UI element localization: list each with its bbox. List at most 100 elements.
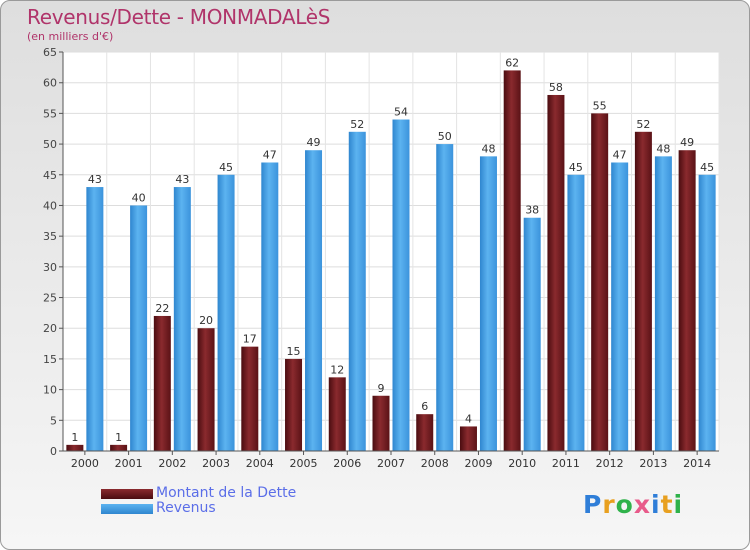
xtick-label: 2007 xyxy=(377,457,405,470)
bar-debt xyxy=(153,315,171,451)
data-label-revenus: 45 xyxy=(700,161,714,174)
legend-swatch-revenus xyxy=(101,503,153,514)
ytick-label: 5 xyxy=(50,414,57,427)
bar-revenus xyxy=(698,174,716,451)
bar-debt xyxy=(634,131,652,452)
bar-revenus xyxy=(436,144,454,452)
chart-subtitle: (en milliers d'€) xyxy=(27,30,114,43)
ytick-label: 65 xyxy=(43,46,57,59)
data-label-revenus: 38 xyxy=(525,204,539,217)
data-label-revenus: 43 xyxy=(175,173,189,186)
xtick-label: 2004 xyxy=(246,457,274,470)
bar-debt xyxy=(678,150,696,451)
legend-label-debt: Montant de la Dette xyxy=(156,485,297,501)
bar-debt xyxy=(66,444,84,451)
xtick-label: 2006 xyxy=(333,457,361,470)
bar-revenus xyxy=(130,205,148,451)
legend: Montant de la Dette Revenus xyxy=(101,486,296,516)
ytick-label: 45 xyxy=(43,169,57,182)
bar-revenus xyxy=(261,162,279,451)
data-label-debt: 17 xyxy=(243,333,257,346)
bar-revenus xyxy=(392,119,410,452)
data-label-debt: 22 xyxy=(155,302,169,315)
ytick-label: 40 xyxy=(43,199,57,212)
bar-revenus xyxy=(523,217,541,451)
proxiti-logo: Proxiti xyxy=(583,490,684,519)
legend-swatch-debt xyxy=(101,488,153,499)
ytick-label: 25 xyxy=(43,292,57,305)
bar-revenus xyxy=(654,156,672,451)
xtick-label: 2002 xyxy=(158,457,186,470)
xtick-label: 2010 xyxy=(508,457,536,470)
bar-revenus xyxy=(86,187,104,452)
data-label-revenus: 48 xyxy=(481,142,495,155)
xtick-label: 2003 xyxy=(202,457,230,470)
xtick-label: 2013 xyxy=(639,457,667,470)
ytick-label: 55 xyxy=(43,107,57,120)
plot-area xyxy=(63,52,719,451)
bar-debt xyxy=(110,444,128,451)
bar-revenus xyxy=(479,156,497,451)
data-label-debt: 15 xyxy=(287,345,301,358)
data-label-revenus: 45 xyxy=(569,161,583,174)
bar-debt xyxy=(547,94,565,451)
bar-revenus xyxy=(348,131,366,452)
bar-debt xyxy=(459,426,477,451)
xtick-label: 2012 xyxy=(596,457,624,470)
xtick-label: 2008 xyxy=(421,457,449,470)
data-label-debt: 1 xyxy=(115,431,122,444)
data-label-debt: 12 xyxy=(330,363,344,376)
bar-debt xyxy=(328,377,346,451)
data-label-revenus: 45 xyxy=(219,161,233,174)
bar-debt xyxy=(591,113,609,451)
xtick-label: 2005 xyxy=(290,457,318,470)
legend-item-revenus: Revenus xyxy=(101,501,296,516)
data-label-revenus: 40 xyxy=(132,191,146,204)
data-label-debt: 49 xyxy=(680,136,694,149)
bar-revenus xyxy=(611,162,629,451)
bar-debt xyxy=(285,358,303,451)
bar-debt xyxy=(241,346,259,451)
xtick-label: 2001 xyxy=(115,457,143,470)
ytick-label: 10 xyxy=(43,384,57,397)
axis-layer: 0 5 10 15 20 25 30 35 40 45 50 55 60 65 2000 2001 2002 20… xyxy=(43,46,719,470)
data-label-revenus: 54 xyxy=(394,106,408,119)
data-label-revenus: 52 xyxy=(350,118,364,131)
data-label-debt: 58 xyxy=(549,81,563,94)
data-label-revenus: 43 xyxy=(88,173,102,186)
data-label-revenus: 48 xyxy=(656,142,670,155)
data-label-debt: 9 xyxy=(378,382,385,395)
legend-label-revenus: Revenus xyxy=(156,500,216,516)
data-label-revenus: 47 xyxy=(263,148,277,161)
data-label-debt: 6 xyxy=(421,400,428,413)
ytick-label: 35 xyxy=(43,230,57,243)
ytick-label: 20 xyxy=(43,322,57,335)
data-label-debt: 55 xyxy=(593,99,607,112)
bar-debt xyxy=(372,395,390,451)
xtick-label: 2000 xyxy=(71,457,99,470)
label-layer: 1 43 1 40 22 43 20 45 17 47 15 49 12 52 9 54 6 50 4 48 62 38 5… xyxy=(71,56,714,443)
data-label-debt: 1 xyxy=(71,431,78,444)
bar-revenus xyxy=(305,150,323,451)
ytick-label: 0 xyxy=(50,445,57,458)
data-label-debt: 52 xyxy=(636,118,650,131)
data-label-debt: 20 xyxy=(199,314,213,327)
ytick-label: 15 xyxy=(43,353,57,366)
chart-title: Revenus/Dette - MONMADALèS xyxy=(27,5,331,29)
grid-layer xyxy=(62,51,720,452)
xtick-label: 2011 xyxy=(552,457,580,470)
xtick-label: 2014 xyxy=(683,457,711,470)
bar-revenus xyxy=(173,187,191,452)
data-label-revenus: 50 xyxy=(438,130,452,143)
bar-debt xyxy=(197,328,215,451)
bar-debt xyxy=(503,70,521,452)
data-label-revenus: 49 xyxy=(307,136,321,149)
xtick-label: 2009 xyxy=(464,457,492,470)
data-label-revenus: 47 xyxy=(613,148,627,161)
bar-debt xyxy=(416,414,434,451)
ytick-label: 50 xyxy=(43,138,57,151)
bar-revenus xyxy=(217,174,235,451)
legend-item-debt: Montant de la Dette xyxy=(101,486,296,501)
data-label-debt: 62 xyxy=(505,56,519,69)
